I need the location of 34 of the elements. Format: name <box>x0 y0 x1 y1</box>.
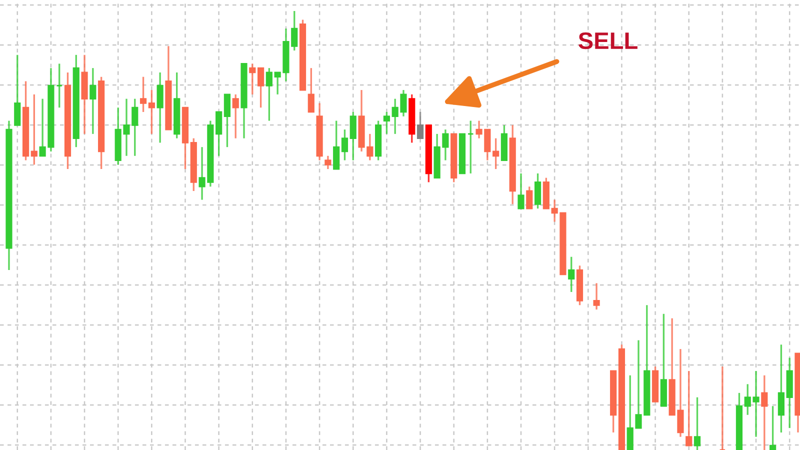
candlestick <box>686 370 692 446</box>
candlestick <box>350 111 356 162</box>
candlestick <box>216 111 222 157</box>
candlestick <box>30 94 38 166</box>
candlestick <box>341 128 348 162</box>
candlestick <box>534 172 542 210</box>
candlestick <box>778 344 784 434</box>
candlestick <box>492 137 500 170</box>
annotation: SELL <box>578 32 638 50</box>
candlestick <box>14 54 21 126</box>
candlestick <box>56 62 63 108</box>
candlestick <box>308 67 314 113</box>
candlestick <box>90 67 96 135</box>
candlestick <box>224 94 231 148</box>
candlestick <box>568 256 575 293</box>
candlestick <box>694 396 701 450</box>
candlestick <box>416 111 424 140</box>
candlestick <box>467 120 474 174</box>
candlestick <box>333 120 340 170</box>
candlestick <box>518 172 524 210</box>
candlestick <box>593 282 600 310</box>
candlestick <box>324 155 332 170</box>
candlestick <box>140 76 147 113</box>
candlestick <box>232 94 239 140</box>
candlestick <box>526 186 533 210</box>
candlestick <box>257 67 264 108</box>
candlestick <box>383 111 390 135</box>
candlestick <box>761 374 768 450</box>
candlestick <box>770 405 776 450</box>
candlestick <box>249 62 256 96</box>
candlestick <box>148 89 155 135</box>
candlestick <box>719 366 726 450</box>
candlestick <box>266 67 272 122</box>
candlestick <box>156 72 164 144</box>
